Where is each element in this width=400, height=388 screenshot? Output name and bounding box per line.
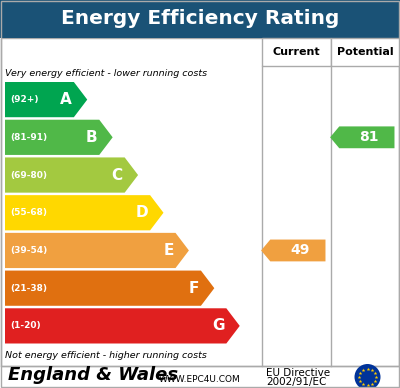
Text: WWW.EPC4U.COM: WWW.EPC4U.COM [159,376,241,385]
Text: Not energy efficient - higher running costs: Not energy efficient - higher running co… [5,352,207,360]
Bar [262,38,331,66]
Text: (92+): (92+) [10,95,38,104]
Polygon shape [261,239,326,262]
Text: D: D [136,205,148,220]
Text: (81-91): (81-91) [10,133,47,142]
Text: E: E [163,243,174,258]
Polygon shape [5,158,138,193]
Text: (1-20): (1-20) [10,321,41,331]
Text: 81: 81 [359,130,379,144]
Text: Energy Efficiency Rating: Energy Efficiency Rating [61,9,339,28]
Text: C: C [112,168,123,182]
Text: G: G [212,319,224,333]
Text: F: F [188,281,199,296]
Text: (39-54): (39-54) [10,246,47,255]
Circle shape [354,364,380,388]
Text: Potential: Potential [337,47,394,57]
Text: England & Wales: England & Wales [8,366,178,384]
Polygon shape [5,120,113,155]
Text: Current: Current [273,47,320,57]
Polygon shape [330,126,394,148]
Polygon shape [5,233,189,268]
Bar [1,38,399,366]
Polygon shape [5,270,214,306]
Text: 2002/91/EC: 2002/91/EC [266,377,326,387]
Polygon shape [5,82,87,117]
Text: EU Directive: EU Directive [266,368,330,378]
Polygon shape [5,308,240,343]
Text: 49: 49 [290,243,310,258]
Text: A: A [60,92,72,107]
Bar [331,38,400,66]
Bar [0,0,400,38]
Polygon shape [5,195,164,230]
Text: B: B [86,130,97,145]
Text: (69-80): (69-80) [10,171,47,180]
Text: (55-68): (55-68) [10,208,47,217]
Text: (21-38): (21-38) [10,284,47,293]
Text: Very energy efficient - lower running costs: Very energy efficient - lower running co… [5,69,207,78]
